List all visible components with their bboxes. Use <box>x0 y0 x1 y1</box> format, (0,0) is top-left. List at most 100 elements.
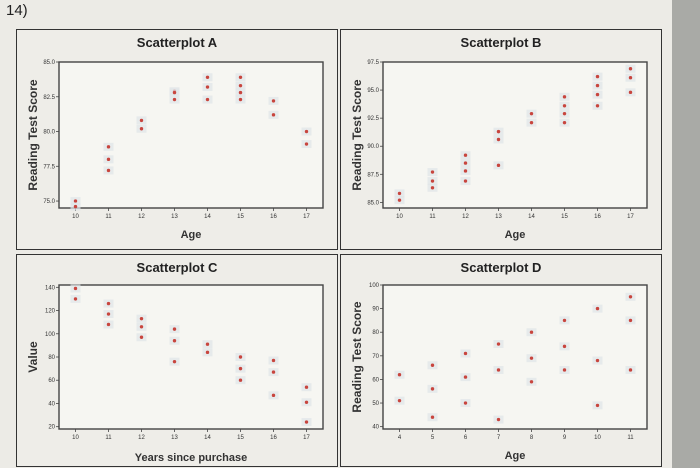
chart-a-point <box>139 127 144 131</box>
chart-b-point <box>562 120 567 125</box>
chart-b-plot-area <box>382 61 648 209</box>
chart-b-point <box>628 67 633 71</box>
chart-b-point <box>562 95 567 99</box>
chart-c-point <box>172 339 177 343</box>
scatterplot-a-panel: Scatterplot A 10 11 12 13 14 15 16 17 75.0 77.5 80.… <box>16 29 338 250</box>
chart-a-point <box>205 97 210 102</box>
chart-b-point <box>397 198 402 202</box>
chart-b-y-tick-label: 87.5 <box>367 172 379 178</box>
chart-c-x-tick-label: 10 <box>72 435 79 441</box>
chart-d-y-tick-label: 60 <box>372 377 379 383</box>
chart-d-point <box>430 415 435 419</box>
chart-c-x-tick-label: 13 <box>171 435 178 441</box>
chart-b-y-tick-label: 92.5 <box>367 116 379 122</box>
scatterplot-b-panel: Scatterplot B 10 11 12 13 14 15 16 17 85.0 87.5 90.… <box>340 29 662 250</box>
chart-c-point <box>238 378 243 382</box>
chart-c-y-tick-label: 40 <box>48 401 55 407</box>
chart-c-x-tick-label: 11 <box>105 435 112 441</box>
chart-d-point <box>628 368 633 372</box>
chart-a-y-tick-label: 85.0 <box>43 60 55 66</box>
chart-d-point <box>529 380 534 384</box>
chart-c-x-tick-label: 12 <box>138 435 145 441</box>
chart-b-point <box>529 111 534 116</box>
chart-c-y-tick-label: 80 <box>48 355 55 361</box>
chart-b-point <box>562 111 567 116</box>
chart-b-y-axis-label: Reading Test Score <box>350 79 364 190</box>
chart-d-x-tick-label: 9 <box>563 435 567 441</box>
chart-c-point <box>172 359 177 364</box>
scatterplot-b-svg: Scatterplot B 10 11 12 13 14 15 16 17 85.0 87.5 90.… <box>350 35 648 241</box>
chart-d-point <box>496 342 501 346</box>
chart-c-x-axis-label: Years since purchase <box>135 452 248 464</box>
chart-a-point <box>271 99 276 103</box>
chart-a-point <box>172 90 177 95</box>
chart-a-y-tick-label: 75.0 <box>43 199 55 205</box>
chart-d-y-axis-label: Reading Test Score <box>350 301 364 412</box>
chart-a-x-tick-label: 16 <box>270 214 277 220</box>
chart-d-y-tick-label: 40 <box>372 425 379 431</box>
chart-d-point <box>529 356 534 360</box>
chart-c-point <box>73 297 78 301</box>
chart-a-y-tick-label: 82.5 <box>43 95 55 101</box>
chart-b-point <box>430 170 435 174</box>
chart-b-point <box>628 76 633 80</box>
scatterplot-a-svg: Scatterplot A 10 11 12 13 14 15 16 17 75.0 77.5 80.… <box>26 35 324 241</box>
chart-b-point <box>397 191 402 196</box>
chart-b-x-tick-label: 10 <box>396 214 403 220</box>
chart-d-point <box>595 358 600 363</box>
chart-b-point <box>430 179 435 183</box>
chart-a-x-tick-label: 13 <box>171 214 178 220</box>
chart-d-point <box>595 306 600 311</box>
chart-b-point <box>463 153 468 157</box>
chart-b-point <box>628 90 633 95</box>
chart-d-point <box>397 373 402 377</box>
chart-c-point <box>238 366 243 371</box>
chart-c-x-tick-label: 16 <box>270 435 277 441</box>
chart-d-x-tick-label: 10 <box>594 435 601 441</box>
chart-b-x-tick-label: 12 <box>462 214 469 220</box>
chart-d-y-tick-label: 80 <box>372 330 379 336</box>
scatterplot-c-svg: Scatterplot C 10 11 12 13 14 15 16 17 20 40 60 80 100… <box>26 260 324 464</box>
chart-a-x-axis-label: Age <box>181 229 202 241</box>
chart-d-x-axis-label: Age <box>505 450 526 462</box>
chart-d-point <box>463 375 468 379</box>
chart-d-x-tick-label: 5 <box>431 435 435 441</box>
chart-b-point <box>430 186 435 190</box>
chart-c-point <box>304 385 309 389</box>
chart-d-point <box>496 368 501 372</box>
chart-d-x-tick-label: 6 <box>464 435 468 441</box>
chart-b-point <box>595 74 600 79</box>
chart-d-x-tick-label: 11 <box>627 435 634 441</box>
chart-a-point <box>238 83 243 88</box>
chart-b-x-tick-label: 17 <box>627 214 634 220</box>
chart-b-point <box>463 179 468 183</box>
chart-c-y-tick-label: 120 <box>45 309 56 315</box>
chart-b-point <box>595 83 600 88</box>
chart-b-point <box>562 104 567 108</box>
chart-b-y-tick-label: 95.0 <box>367 88 379 94</box>
chart-d-point <box>562 368 567 372</box>
chart-c-point <box>139 316 144 321</box>
chart-a-point <box>106 157 111 162</box>
chart-c-point <box>304 400 309 404</box>
chart-b-point <box>529 120 534 125</box>
scatterplot-d-svg: Scatterplot D 4 5 6 7 8 9 10 11 40 50 60 70 80 90 100 Ag… <box>350 260 648 462</box>
chart-b-x-tick-label: 16 <box>594 214 601 220</box>
chart-c-point <box>73 286 78 291</box>
chart-b-point <box>496 163 501 168</box>
chart-d-point <box>430 387 435 391</box>
chart-d-point <box>628 295 633 299</box>
chart-c-point <box>271 358 276 363</box>
chart-c-point <box>106 312 111 316</box>
chart-d-point <box>628 318 633 323</box>
chart-d-point <box>397 398 402 403</box>
chart-a-x-tick-label: 17 <box>303 214 310 220</box>
chart-c-point <box>106 301 111 306</box>
chart-c-point <box>205 350 210 355</box>
chart-a-x-tick-label: 15 <box>237 214 244 220</box>
chart-a-y-tick-label: 80.0 <box>43 130 55 136</box>
chart-d-point <box>463 351 468 356</box>
chart-a-title: Scatterplot A <box>137 35 218 50</box>
worksheet-page: 14) Scatterplot A 10 11 12 13 14 15 16 17 75.0 77.… <box>0 0 672 468</box>
chart-c-y-axis-label: Value <box>26 341 40 373</box>
